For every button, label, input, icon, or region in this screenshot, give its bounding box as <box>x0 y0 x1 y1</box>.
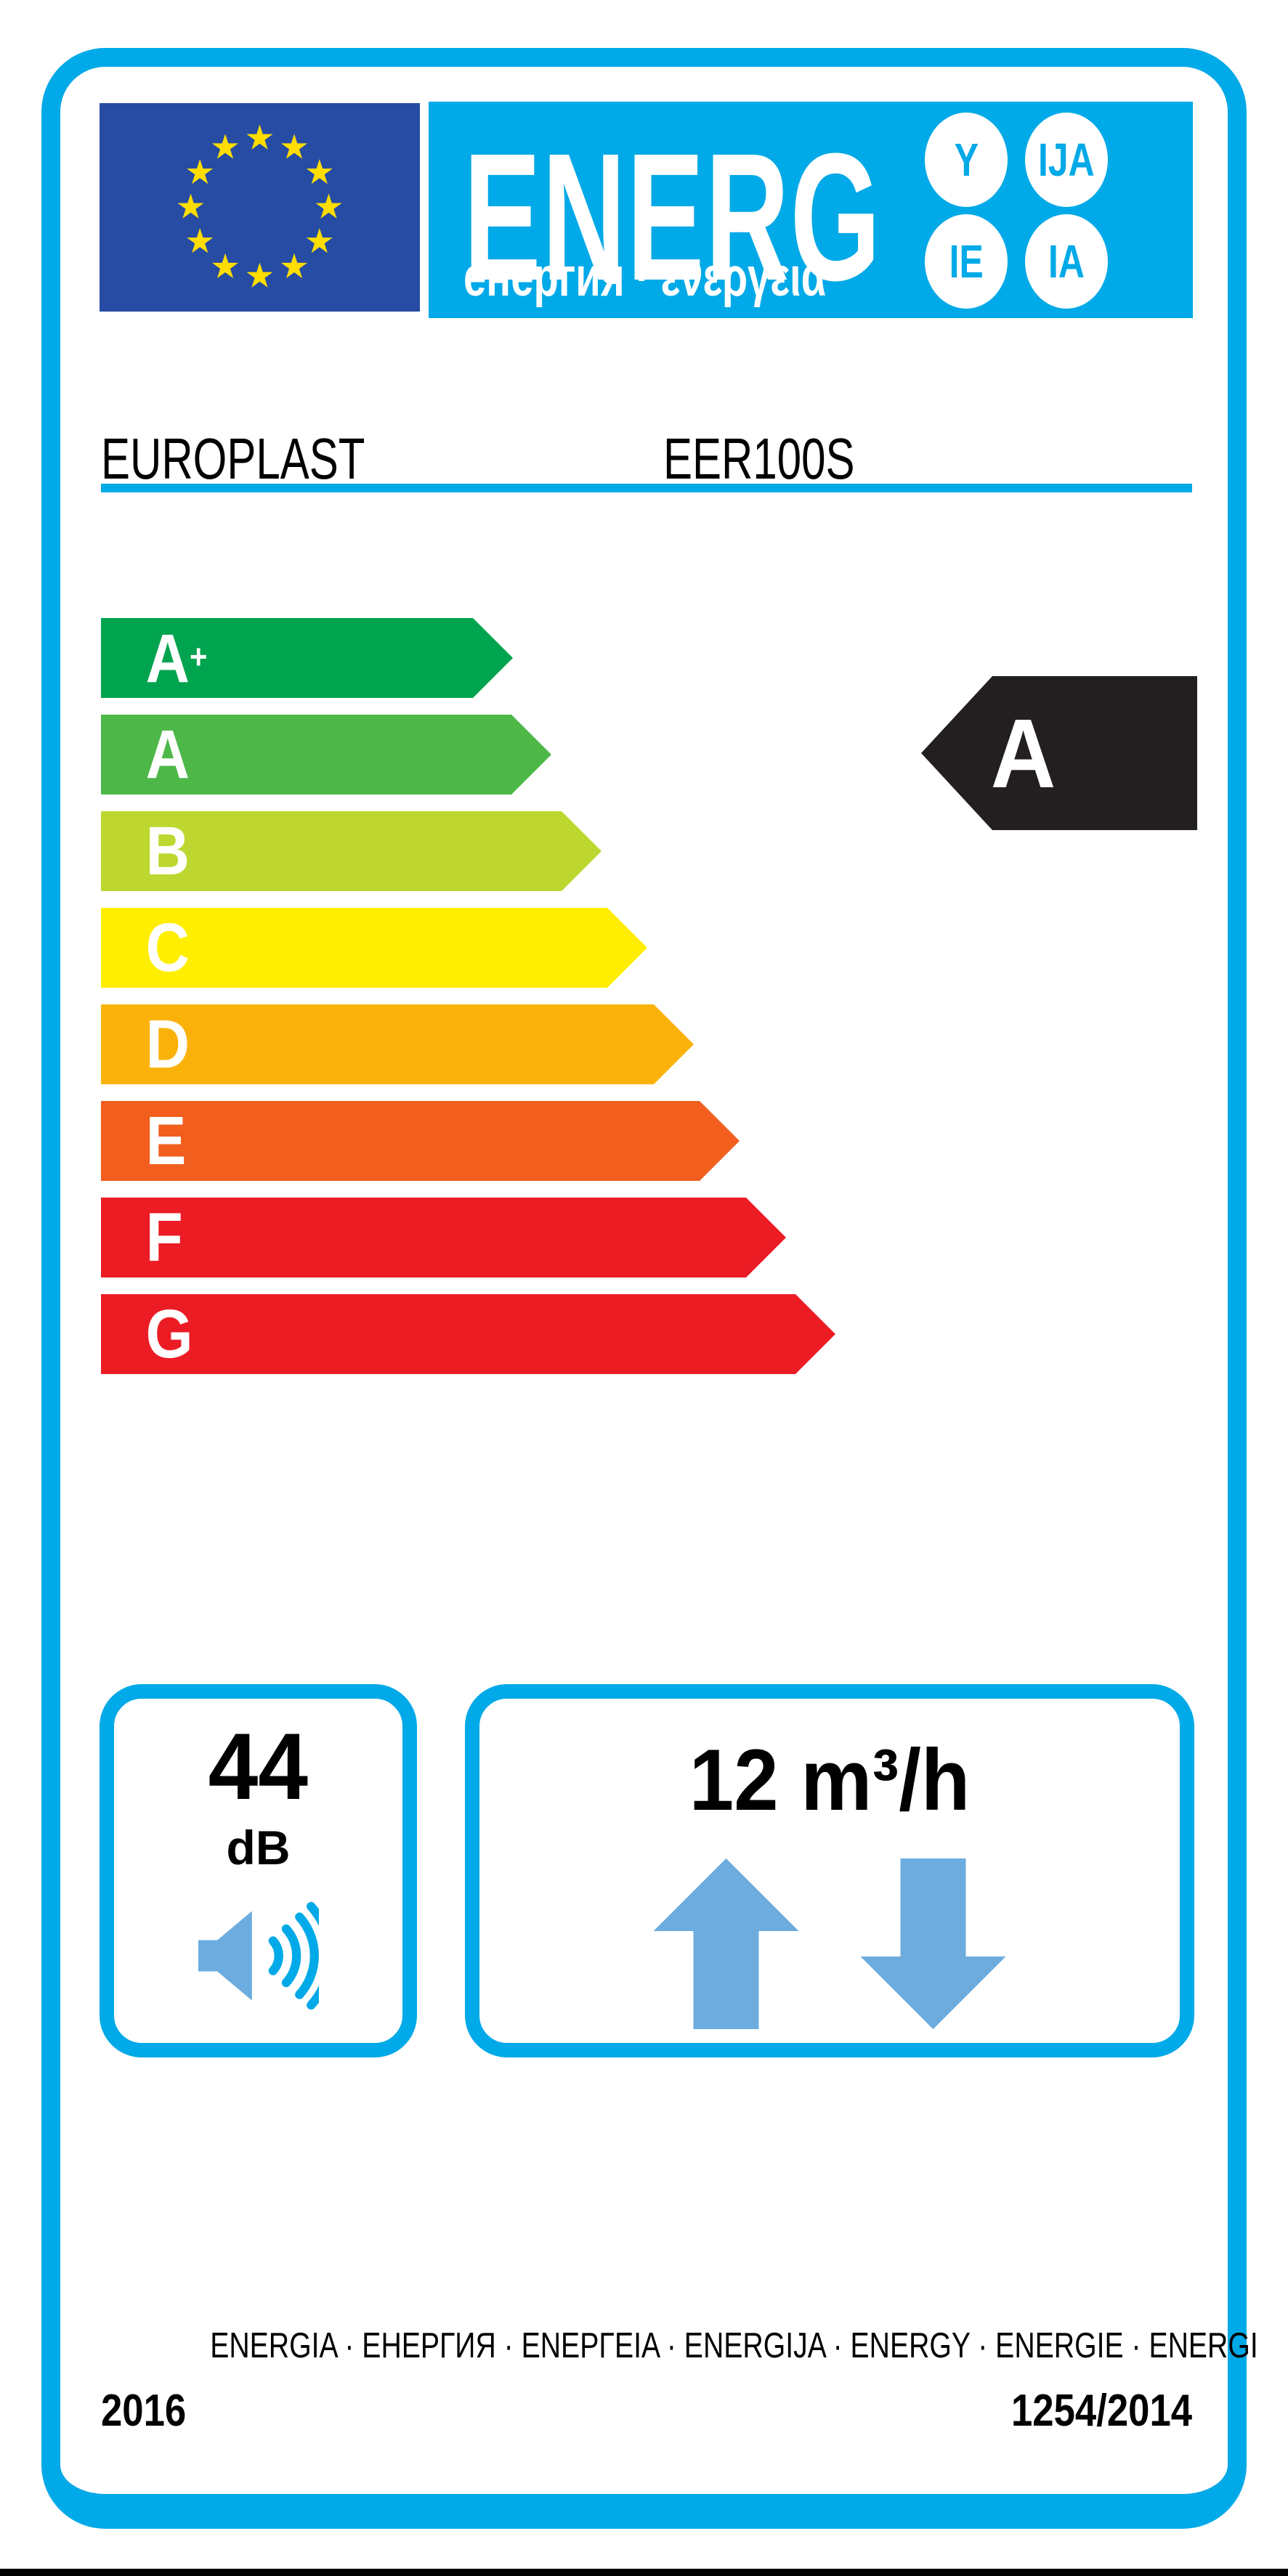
star-icon <box>177 193 204 219</box>
star-icon <box>280 253 308 279</box>
energy-suffix-bubble-ia: IA <box>1025 214 1108 309</box>
energy-suffix-bubble-ija: IJA <box>1025 113 1108 207</box>
energy-logo-box: ENERG енергия · ενεργεια Y IJA IE IA <box>429 102 1193 318</box>
energy-suffix-bubble-y: Y <box>925 113 1008 207</box>
eu-stars-icon <box>177 124 342 288</box>
energy-suffix-bubble-ie: IE <box>925 214 1008 309</box>
noise-unit: dB <box>226 1821 291 1874</box>
label-year: 2016 <box>101 2386 187 2436</box>
star-icon <box>306 159 333 184</box>
brand-name: EUROPLAST <box>101 426 365 491</box>
star-icon <box>211 134 239 159</box>
energy-suffix-text: Y <box>954 134 979 186</box>
star-icon <box>280 134 308 159</box>
arrow-up-icon <box>653 1858 799 2029</box>
noise-box: 44 dB <box>100 1684 417 2057</box>
star-icon <box>315 193 342 219</box>
energy-suffix-text: IE <box>949 235 984 288</box>
selected-class-label: A <box>990 698 1056 808</box>
bottom-strip <box>0 2569 1288 2576</box>
label-border <box>41 48 1247 2529</box>
energy-suffix-text: IJA <box>1038 134 1095 186</box>
speaker-icon <box>198 1901 319 2010</box>
header-rule <box>101 484 1192 492</box>
energy-suffix-bubbles: Y IJA IE IA <box>429 102 1193 318</box>
star-icon <box>211 253 239 279</box>
model-name: EER100S <box>663 426 855 491</box>
energy-words: ENERGIA · ЕНЕРГИЯ · ΕΝΕΡΓΕΙΑ · ENERGIJA … <box>210 2326 1258 2365</box>
star-icon <box>246 262 273 288</box>
airflow-direction-arrows <box>652 1858 1008 2029</box>
energy-logo-subtext: енергия · ενεργεια <box>463 246 827 308</box>
star-icon <box>187 228 214 253</box>
arrow-down-icon <box>860 1858 1006 2029</box>
star-icon <box>306 228 333 253</box>
energy-suffix-text: IA <box>1048 235 1085 288</box>
airflow-value: 12 m³/h <box>689 1731 971 1829</box>
energy-logo-text: ENERG <box>463 115 882 318</box>
regulation-number: 1254/2014 <box>1010 2386 1192 2436</box>
airflow-box: 12 m³/h <box>465 1684 1194 2057</box>
noise-value: 44 <box>208 1713 309 1819</box>
star-icon <box>187 159 214 184</box>
star-icon <box>246 124 273 150</box>
eu-flag <box>100 103 420 312</box>
